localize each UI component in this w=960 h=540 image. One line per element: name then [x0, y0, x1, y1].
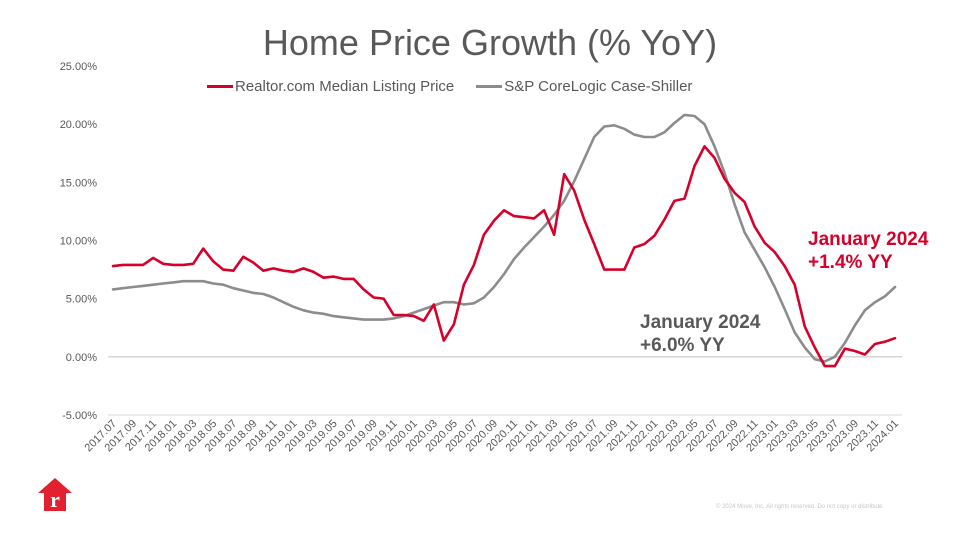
legend-item-case-shiller: S&P CoreLogic Case-Shiller — [476, 78, 692, 95]
y-tick-label: 0.00% — [66, 352, 97, 364]
copyright-notice: © 2024 Move, Inc. All rights reserved. D… — [716, 504, 885, 510]
y-tick-label: 20.00% — [60, 119, 98, 131]
y-tick-label: 15.00% — [60, 177, 98, 189]
annotation-realtor-jan-2024: January 2024 +1.4% YY — [808, 228, 928, 274]
legend-swatch-case-shiller — [476, 85, 503, 88]
legend-item-realtor: Realtor.com Median Listing Price — [207, 78, 454, 95]
y-tick-label: 5.00% — [66, 294, 97, 306]
legend-label-realtor: Realtor.com Median Listing Price — [235, 78, 455, 95]
realtor-logo-icon: r — [38, 478, 72, 512]
legend-label-case-shiller: S&P CoreLogic Case-Shiller — [504, 78, 693, 95]
annotation-case-shiller-date: January 2024 — [640, 312, 761, 333]
annotation-case-shiller-jan-2024: January 2024 +6.0% YY — [640, 311, 760, 357]
annotation-realtor-date: January 2024 — [808, 229, 929, 250]
series-line-realtor — [111, 145, 897, 368]
y-tick-label: 25.00% — [60, 61, 98, 73]
y-tick-label: -5.00% — [62, 410, 97, 422]
series-line-case-shiller — [111, 113, 897, 363]
svg-text:r: r — [50, 487, 60, 512]
chart-title: Home Price Growth (% YoY) — [262, 22, 718, 63]
annotation-realtor-value: +1.4% YY — [808, 252, 893, 273]
annotation-case-shiller-value: +6.0% YY — [640, 335, 725, 356]
legend-swatch-realtor — [207, 85, 233, 88]
y-tick-label: 10.00% — [60, 236, 98, 248]
chart-legend: Realtor.com Median Listing Price S&P Cor… — [207, 78, 714, 95]
